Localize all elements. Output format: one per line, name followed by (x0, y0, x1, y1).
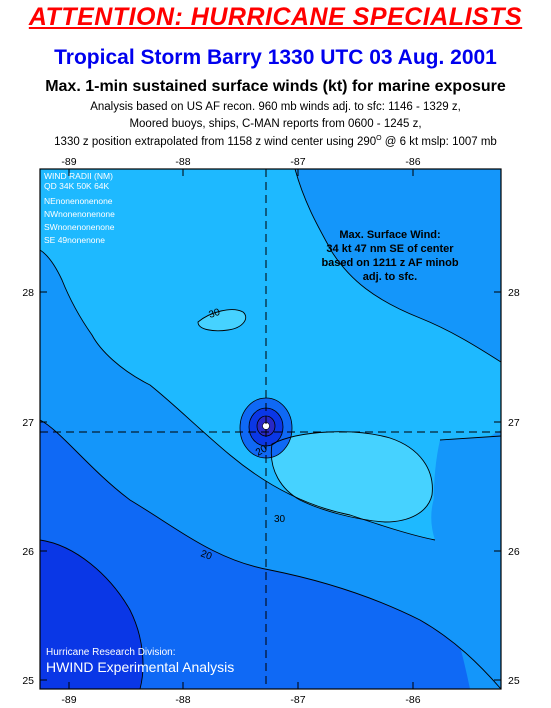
lat-label-left-26: 26 (22, 546, 34, 558)
wind-field-plot: 30 20 30 20 WIND RADII (NM) QD 34K 50K 6… (40, 169, 501, 689)
lon-label-bottom-88: -88 (175, 694, 190, 706)
wind-band-10kt-sw (40, 540, 143, 689)
info3-part-a: 1330 z position extrapolated from 1158 z… (54, 135, 377, 148)
wind-radii-row-nw: NWnonenonenone (44, 209, 115, 219)
lat-label-right-28: 28 (508, 287, 520, 299)
credit-product: HWIND Experimental Analysis (46, 659, 234, 675)
contour-lines (40, 169, 501, 689)
lon-label-top-87: -87 (290, 156, 305, 168)
lat-label-left-25: 25 (22, 675, 34, 687)
info3-part-b: @ 6 kt mslp: 1007 mb (381, 135, 497, 148)
lat-label-right-27: 27 (508, 417, 520, 429)
contour-label-30-east: 30 (274, 514, 286, 525)
lat-label-left-27: 27 (22, 417, 34, 429)
lon-label-bottom-87: -87 (290, 694, 305, 706)
product-subtitle: Max. 1-min sustained surface winds (kt) … (45, 78, 506, 95)
contour-label-20-center: 20 (254, 443, 270, 458)
wind-radii-row-ne: NEnonenonenone (44, 196, 113, 206)
wind-radii-row-se: SE 49nonenone (44, 235, 105, 245)
lon-label-top-88: -88 (175, 156, 190, 168)
wind-band-15kt-sw (40, 420, 501, 689)
lon-label-top-86: -86 (405, 156, 420, 168)
max-wind-note-line1: Max. Surface Wind: (339, 229, 440, 241)
wind-band-20kt-east (433, 436, 501, 689)
contour-label-20-sw: 20 (199, 548, 214, 562)
storm-title: Tropical Storm Barry 1330 UTC 03 Aug. 20… (54, 46, 497, 69)
lon-label-bottom-89: -89 (61, 694, 76, 706)
lat-label-right-26: 26 (508, 546, 520, 558)
lat-label-left-28: 28 (22, 287, 34, 299)
wind-radii-title: WIND RADII (NM) (44, 171, 113, 181)
wind-radii-row-sw: SWnonenonenone (44, 222, 115, 232)
max-wind-note-line4: adj. to sfc. (363, 271, 417, 283)
credit-division: Hurricane Research Division: (46, 647, 176, 658)
wind-band-30kt-east (271, 431, 433, 522)
lat-label-right-25: 25 (508, 675, 520, 687)
lon-label-bottom-86: -86 (405, 694, 420, 706)
lon-label-top-89: -89 (61, 156, 76, 168)
attention-banner: ATTENTION: HURRICANE SPECIALISTS (28, 3, 523, 31)
degree-superscript: O (376, 135, 382, 142)
analysis-info-line3: 1330 z position extrapolated from 1158 z… (0, 135, 551, 148)
contour-label-30-nw: 30 (208, 307, 222, 321)
analysis-info-line1: Analysis based on US AF recon. 960 mb wi… (90, 101, 461, 113)
plot-frame (39, 168, 502, 690)
axis-ticks (40, 169, 501, 689)
wind-radii-header: QD 34K 50K 64K (44, 181, 110, 191)
analysis-info-line2: Moored buoys, ships, C-MAN reports from … (129, 118, 422, 130)
max-wind-note-line2: 34 kt 47 nm SE of center (326, 243, 454, 255)
max-wind-note-line3: based on 1211 z AF minob (321, 257, 458, 269)
